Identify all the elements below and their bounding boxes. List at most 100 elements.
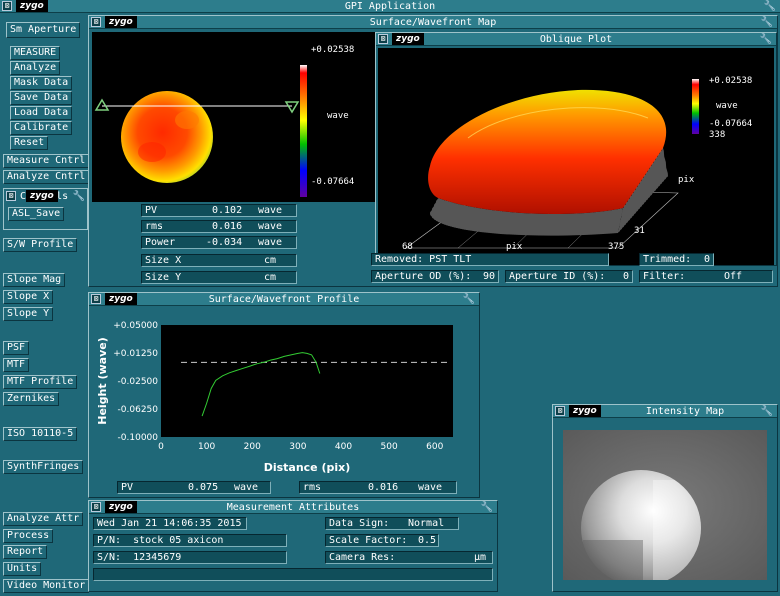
profile-end-marker bbox=[284, 101, 300, 114]
intensity-disk bbox=[581, 470, 701, 580]
surface-map-disc bbox=[121, 91, 213, 183]
aperture-button[interactable]: Sm Aperture bbox=[6, 22, 81, 38]
oblique-x-min: 68 bbox=[402, 242, 413, 252]
x-tick-label: 400 bbox=[335, 442, 352, 452]
mtf-profile-button[interactable]: MTF Profile bbox=[3, 375, 78, 389]
profile-chart[interactable]: +0.05000 +0.01250 -0.02500 -0.06250 -0.10000… bbox=[89, 309, 479, 481]
controls-panel: ⊠ zygo Controls 🔧 ASL_Save bbox=[3, 188, 88, 230]
oblique-surface bbox=[428, 89, 667, 214]
filter-field: Filter: Off bbox=[639, 270, 773, 283]
removed-field: Removed: PST TLT bbox=[371, 253, 609, 266]
process-button[interactable]: Process bbox=[3, 529, 54, 543]
attributes-wrench-icon[interactable]: 🔧 bbox=[480, 502, 493, 513]
video-monitor-button[interactable]: Video Monitor bbox=[3, 579, 90, 593]
reset-button[interactable]: Reset bbox=[10, 136, 49, 150]
measure-cntrl-button[interactable]: Measure Cntrl bbox=[3, 154, 90, 168]
sn-field: S/N: 12345679 bbox=[93, 551, 287, 564]
oblique-window: ⊠ zygo Oblique Plot 🔧 bbox=[375, 32, 777, 266]
profile-wrench-icon[interactable]: 🔧 bbox=[462, 294, 475, 305]
oblique-colorbar-max: +0.02538 bbox=[709, 76, 753, 86]
map-colorbar-unit: wave bbox=[327, 111, 349, 121]
data-sign-field: Data Sign: Normal bbox=[325, 517, 459, 530]
x-tick-label: 100 bbox=[198, 442, 215, 452]
intensity-zygo-logo: zygo bbox=[569, 405, 601, 417]
x-tick-label: 600 bbox=[426, 442, 443, 452]
scale-factor-field: Scale Factor: 0.5 bbox=[325, 534, 439, 547]
controls-close-icon[interactable]: ⊠ bbox=[6, 191, 16, 201]
synth-fringes-button[interactable]: SynthFringes bbox=[3, 460, 84, 474]
attributes-title: Measurement Attributes bbox=[226, 502, 360, 513]
app-title: GPI Application bbox=[344, 1, 436, 12]
oblique-y-min: 31 bbox=[634, 226, 645, 236]
zygo-logo: zygo bbox=[16, 0, 48, 12]
profile-series-line bbox=[201, 352, 321, 417]
slope-mag-button[interactable]: Slope Mag bbox=[3, 273, 66, 287]
iso-10110-5-button[interactable]: ISO 10110-5 bbox=[3, 427, 78, 441]
intensity-close-icon[interactable]: ⊠ bbox=[555, 406, 565, 416]
analyze-attr-button[interactable]: Analyze Attr bbox=[3, 512, 84, 526]
surface-map-wrench-icon[interactable]: 🔧 bbox=[760, 17, 773, 28]
pn-field: P/N: stock 05 axicon bbox=[93, 534, 287, 547]
slope-y-button[interactable]: Slope Y bbox=[3, 307, 54, 321]
stat-size-x: Size X cm bbox=[141, 254, 297, 267]
surface-map-plot[interactable] bbox=[92, 32, 376, 202]
intensity-title-bar: ⊠ zygo Intensity Map 🔧 bbox=[553, 405, 777, 418]
measure-button[interactable]: MEASURE bbox=[10, 46, 61, 60]
aperture-id-field: Aperture ID (%): 0 bbox=[505, 270, 633, 283]
app-close-icon[interactable]: ⊠ bbox=[2, 1, 12, 11]
profile-start-marker bbox=[94, 98, 110, 111]
oblique-colorbar bbox=[692, 79, 699, 134]
analyze-button[interactable]: Analyze bbox=[10, 61, 61, 75]
controls-wrench-icon[interactable]: 🔧 bbox=[72, 191, 85, 202]
calibrate-button[interactable]: Calibrate bbox=[10, 121, 73, 135]
report-button[interactable]: Report bbox=[3, 545, 48, 559]
y-tick-label: -0.06250 bbox=[118, 405, 159, 415]
profile-y-axis-label: Height (wave) bbox=[96, 337, 109, 425]
oblique-y-label: pix bbox=[678, 175, 695, 185]
intensity-wrench-icon[interactable]: 🔧 bbox=[760, 406, 773, 417]
mtf-button[interactable]: MTF bbox=[3, 358, 30, 372]
profile-zygo-logo: zygo bbox=[105, 293, 137, 305]
comment-field[interactable] bbox=[93, 568, 493, 581]
asl-save-button[interactable]: ASL_Save bbox=[8, 207, 65, 221]
camera-res-field: Camera Res: µm bbox=[325, 551, 493, 564]
surface-map-title: Surface/Wavefront Map bbox=[369, 17, 497, 28]
trimmed-field: Trimmed: 0 bbox=[639, 253, 714, 266]
oblique-plot[interactable] bbox=[378, 48, 774, 265]
surface-map-title-bar: ⊠ zygo Surface/Wavefront Map 🔧 bbox=[89, 16, 777, 29]
measurement-attributes-window: ⊠ zygo Measurement Attributes 🔧 Wed Jan … bbox=[88, 500, 498, 592]
oblique-x-label: pix bbox=[506, 242, 523, 252]
save-data-button[interactable]: Save Data bbox=[10, 91, 73, 105]
map-colorbar-min: -0.07664 bbox=[311, 177, 355, 187]
mask-data-button[interactable]: Mask Data bbox=[10, 76, 73, 90]
psf-button[interactable]: PSF bbox=[3, 341, 30, 355]
oblique-title-bar: ⊠ zygo Oblique Plot 🔧 bbox=[376, 33, 776, 46]
profile-window: ⊠ zygo Surface/Wavefront Profile 🔧 +0.05… bbox=[88, 292, 480, 498]
sw-profile-button[interactable]: S/W Profile bbox=[3, 238, 78, 252]
stat-power: Power -0.034 wave bbox=[141, 236, 297, 249]
aperture-od-field: Aperture OD (%): 90 bbox=[371, 270, 499, 283]
intensity-image[interactable] bbox=[563, 430, 767, 580]
stat-rms: rms 0.016 wave bbox=[141, 220, 297, 233]
app-title-bar: ⊠ zygo GPI Application 🔧 bbox=[0, 0, 780, 13]
oblique-x-max: 375 bbox=[608, 242, 625, 252]
stat-pv: PV 0.102 wave bbox=[141, 204, 297, 217]
zernikes-button[interactable]: Zernikes bbox=[3, 392, 60, 406]
load-data-button[interactable]: Load Data bbox=[10, 106, 73, 120]
units-button[interactable]: Units bbox=[3, 562, 42, 576]
y-tick-label: -0.02500 bbox=[118, 377, 159, 387]
surface-map-close-icon[interactable]: ⊠ bbox=[91, 17, 101, 27]
app-wrench-icon[interactable]: 🔧 bbox=[763, 1, 776, 12]
oblique-close-icon[interactable]: ⊠ bbox=[378, 34, 388, 44]
y-tick-label: +0.05000 bbox=[113, 321, 158, 331]
slope-x-button[interactable]: Slope X bbox=[3, 290, 54, 304]
analyze-cntrl-button[interactable]: Analyze Cntrl bbox=[3, 170, 90, 184]
x-tick-label: 500 bbox=[381, 442, 398, 452]
oblique-wrench-icon[interactable]: 🔧 bbox=[759, 34, 772, 45]
profile-rms-field: rms 0.016 wave bbox=[299, 481, 457, 494]
attributes-close-icon[interactable]: ⊠ bbox=[91, 502, 101, 512]
map-colorbar-max: +0.02538 bbox=[311, 45, 355, 55]
intensity-title: Intensity Map bbox=[645, 406, 725, 417]
date-field: Wed Jan 21 14:06:35 2015 bbox=[93, 517, 247, 530]
profile-close-icon[interactable]: ⊠ bbox=[91, 294, 101, 304]
